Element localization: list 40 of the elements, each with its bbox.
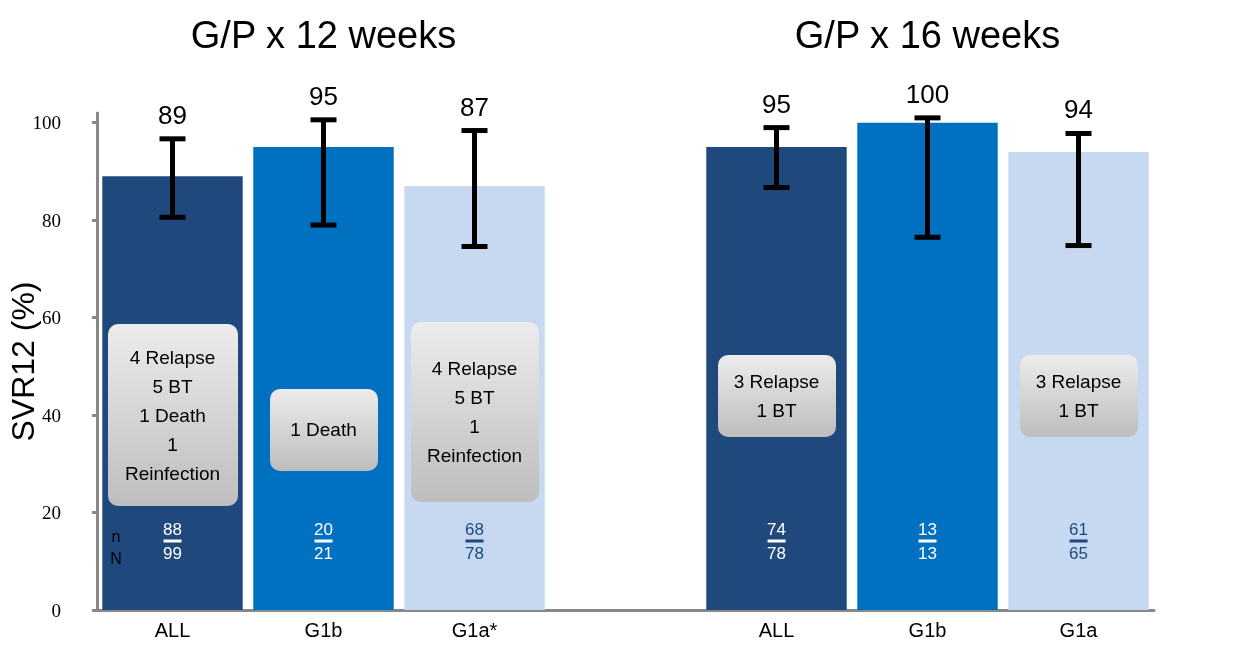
data-label: 89	[158, 99, 187, 130]
callout-box: 4 Relapse 5 BT 1 Reinfection	[410, 321, 539, 502]
data-label: 95	[309, 80, 338, 111]
annotation: N	[110, 550, 122, 568]
y-tick-label: 0	[51, 599, 61, 621]
x-tick-label: ALL	[758, 619, 795, 641]
callout-box: 3 Relapse 1 BT	[717, 354, 836, 437]
y-tick-label: 40	[42, 404, 61, 426]
callout-box: 4 Relapse 5 BT 1 Death 1 Reinfection	[107, 324, 238, 507]
annotation: 13	[918, 519, 937, 543]
callout-box: 3 Relapse 1 BT	[1019, 354, 1138, 437]
y-axis-title: SVR12 (%)	[5, 281, 41, 442]
annotation: 20	[314, 519, 333, 543]
annotation: 65	[1069, 543, 1088, 564]
x-tick-label: G1a	[1059, 619, 1099, 641]
x-tick-label: G1a*	[451, 619, 498, 641]
callout-box: 1 Death	[269, 388, 378, 471]
annotation: 68	[465, 519, 484, 543]
data-label: 87	[460, 91, 489, 122]
x-tick-label: ALL	[154, 619, 191, 641]
annotation: 74	[767, 519, 786, 543]
text: G/P x 12 weeks	[190, 14, 457, 56]
y-tick-label: 100	[32, 112, 61, 134]
y-tick-label: 80	[42, 209, 61, 231]
data-label: 100	[905, 78, 950, 109]
annotation: 88	[163, 519, 182, 543]
annotation: n	[111, 528, 121, 546]
data-label: 95	[762, 88, 791, 119]
annotation: 78	[465, 543, 484, 564]
annotation: 21	[314, 543, 333, 564]
annotation: 78	[767, 543, 786, 564]
annotation: 99	[163, 543, 182, 564]
annotation: 61	[1069, 519, 1088, 543]
x-tick-label: G1b	[304, 619, 343, 641]
y-tick-label: 60	[42, 307, 61, 329]
data-label: 94	[1064, 94, 1093, 125]
y-tick-label: 20	[42, 502, 61, 524]
x-tick-label: G1b	[908, 619, 947, 641]
annotation: 13	[918, 543, 937, 564]
text: G/P x 16 weeks	[794, 14, 1061, 56]
